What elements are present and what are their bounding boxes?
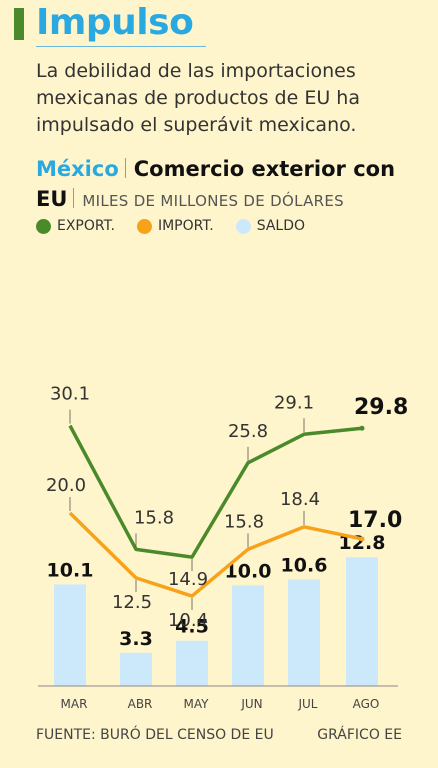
bar-saldo-may — [176, 640, 208, 686]
x-tick-jun: JUN — [240, 697, 262, 711]
bar-label-saldo-may: 4.5 — [175, 616, 209, 638]
bar-saldo-ago — [346, 557, 378, 686]
legend: EXPORT. IMPORT. SALDO — [36, 218, 327, 234]
chart-unit: MILES DE MILLONES DE DÓLARES — [82, 192, 344, 210]
x-tick-ago: AGO — [353, 697, 380, 711]
label-import-jul: 18.4 — [280, 489, 320, 510]
bar-label-saldo-abr: 3.3 — [119, 628, 153, 650]
bar-label-saldo-jul: 10.6 — [281, 554, 328, 576]
chart-title-country: México — [36, 157, 119, 181]
bar-saldo-jul — [288, 579, 320, 686]
legend-label-saldo: SALDO — [256, 218, 306, 234]
unit-separator — [73, 188, 75, 208]
headline: Impulso — [36, 2, 194, 43]
label-import-abr: 12.5 — [112, 592, 152, 613]
legend-label-export: EXPORT. — [57, 218, 115, 234]
graphic-credit: GRÁFICO EE — [317, 727, 402, 743]
title-separator — [124, 158, 126, 178]
label-import-ago: 17.0 — [348, 508, 402, 533]
bar-saldo-jun — [232, 585, 264, 686]
label-export-mar: 30.1 — [50, 384, 90, 405]
label-export-ago: 29.8 — [354, 395, 408, 420]
source-note: FUENTE: BURÓ DEL CENSO DE EU — [36, 727, 274, 743]
label-export-jul: 29.1 — [274, 392, 314, 413]
legend-item-import: IMPORT. — [136, 218, 214, 234]
bar-label-saldo-jun: 10.0 — [225, 560, 272, 582]
x-tick-jul: JUL — [297, 697, 317, 711]
bar-saldo-abr — [120, 652, 152, 686]
label-import-mar: 20.0 — [46, 475, 86, 496]
point-import-ago — [359, 536, 365, 542]
label-export-abr: 15.8 — [134, 507, 174, 528]
label-export-may: 14.9 — [168, 569, 208, 590]
headline-rule — [36, 46, 206, 47]
x-tick-abr: ABR — [128, 697, 153, 711]
point-export-ago — [359, 425, 365, 431]
x-tick-mar: MAR — [61, 697, 88, 711]
legend-dot-saldo — [235, 218, 251, 234]
label-export-jun: 25.8 — [228, 421, 268, 442]
bar-label-saldo-mar: 10.1 — [47, 559, 94, 581]
bar-saldo-mar — [54, 584, 86, 686]
chart-title-text: Comercio exterior con EU — [36, 157, 396, 211]
legend-item-saldo: SALDO — [235, 218, 306, 234]
legend-item-export: EXPORT. — [36, 218, 115, 234]
x-tick-may: MAY — [184, 697, 210, 711]
legend-dot-import — [136, 218, 152, 234]
line-export — [68, 424, 363, 559]
line-import — [68, 511, 363, 598]
label-import-jun: 15.8 — [224, 511, 264, 532]
legend-label-import: IMPORT. — [157, 218, 214, 234]
chart-title: México Comercio exterior con EU MILES DE M… — [36, 154, 426, 216]
legend-dot-export — [36, 218, 51, 234]
summary-text: La debilidad de las importaciones mexica… — [36, 60, 360, 136]
accent-bar — [14, 8, 24, 40]
label-import-may: 10.4 — [168, 610, 208, 631]
